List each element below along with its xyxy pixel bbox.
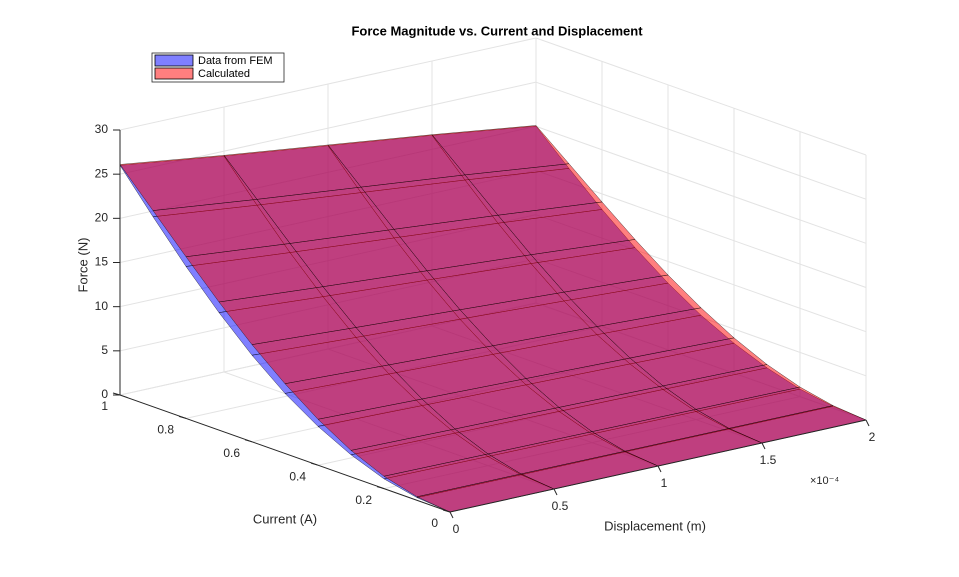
z-tick-label: 25 xyxy=(95,166,109,180)
y-tick-label: 0.2 xyxy=(355,493,372,507)
z-tick-label: 10 xyxy=(95,299,109,313)
y-tick-label: 0.4 xyxy=(289,469,306,483)
y-tick-label: 0 xyxy=(431,516,438,530)
legend-label: Calculated xyxy=(198,68,250,80)
grid-line xyxy=(535,37,867,156)
tick-mark xyxy=(553,488,558,496)
x-exponent: ×10⁻⁴ xyxy=(810,475,839,487)
grid-line xyxy=(535,81,867,200)
tick-mark xyxy=(310,462,319,466)
z-tick-label: 0 xyxy=(101,387,108,401)
x-tick-label: 1.5 xyxy=(760,453,777,467)
y-tick-label: 0.6 xyxy=(223,446,240,460)
tick-mark xyxy=(761,442,766,450)
x-tick-label: 0 xyxy=(453,522,460,536)
y-tick-label: 0.8 xyxy=(157,423,174,437)
tick-mark xyxy=(449,511,454,519)
grid-line xyxy=(119,37,537,131)
z-tick-label: 30 xyxy=(95,122,109,136)
x-tick-label: 0.5 xyxy=(552,499,569,513)
grid-line xyxy=(535,125,867,244)
tick-mark xyxy=(376,486,385,490)
legend-swatch xyxy=(154,67,194,80)
z-tick-label: 5 xyxy=(101,343,108,357)
tick-mark xyxy=(657,465,662,473)
surfaces xyxy=(119,125,867,513)
legend-swatch xyxy=(154,54,194,67)
tick-mark xyxy=(178,415,187,419)
axis-line xyxy=(119,394,451,513)
x-tick-label: 1 xyxy=(661,476,668,490)
y-tick-label: 1 xyxy=(101,399,108,413)
chart-title: Force Magnitude vs. Current and Displace… xyxy=(351,23,643,38)
y-axis-label: Current (A) xyxy=(253,511,317,526)
tick-mark xyxy=(244,439,253,443)
tick-mark xyxy=(442,509,451,513)
z-tick-label: 20 xyxy=(95,211,109,225)
z-tick-label: 15 xyxy=(95,255,109,269)
z-axis-label: Force (N) xyxy=(75,238,90,293)
x-tick-label: 2 xyxy=(869,430,876,444)
legend-label: Data from FEM xyxy=(198,55,273,67)
tick-mark xyxy=(865,419,870,427)
x-axis-label: Displacement (m) xyxy=(604,518,706,533)
